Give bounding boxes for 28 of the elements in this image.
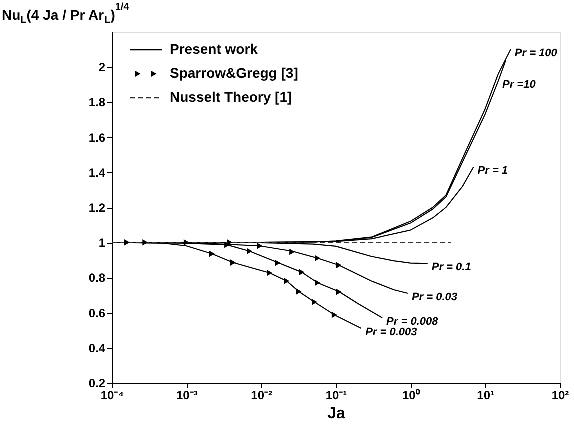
x-axis-title: Ja xyxy=(328,406,346,422)
x-tick-label: 10⁻⁴ xyxy=(100,388,124,402)
y-tick-label: 1.6 xyxy=(88,130,106,145)
legend-label: Nusselt Theory [1] xyxy=(170,89,292,105)
y-tick-label: 1 xyxy=(98,236,106,250)
x-tick-label: 10⁰ xyxy=(402,388,421,402)
legend-label: Present work xyxy=(170,41,258,57)
annotation: Pr = 0.008 xyxy=(386,316,440,328)
x-tick-label: 10⁻² xyxy=(251,388,273,402)
y-tick-label: 2 xyxy=(98,60,106,75)
x-tick-label: 10⁻¹ xyxy=(326,388,348,402)
y-tick-label: 0.8 xyxy=(88,271,106,286)
y-tick-label: 1.2 xyxy=(88,201,106,215)
y-tick-label: 0.2 xyxy=(88,376,106,390)
x-tick-label: 10¹ xyxy=(477,388,495,402)
annotation: Pr =10 xyxy=(502,79,537,92)
annotation: Pr = 0.03 xyxy=(412,291,458,304)
y-tick-label: 1.4 xyxy=(88,166,106,180)
annotation: Pr = 1 xyxy=(478,165,508,178)
y-tick-label: 0.6 xyxy=(88,306,106,320)
legend-label: Sparrow&Gregg [3] xyxy=(170,65,298,81)
y-tick-label: 1.8 xyxy=(88,96,106,110)
y-tick-label: 0.4 xyxy=(88,341,106,356)
annotation: Pr = 100 xyxy=(514,48,558,60)
annotation: Pr = 0.003 xyxy=(366,326,418,339)
x-tick-label: 10² xyxy=(552,388,570,402)
annotation: Pr = 0.1 xyxy=(432,262,472,274)
x-tick-label: 10⁻³ xyxy=(176,388,198,402)
